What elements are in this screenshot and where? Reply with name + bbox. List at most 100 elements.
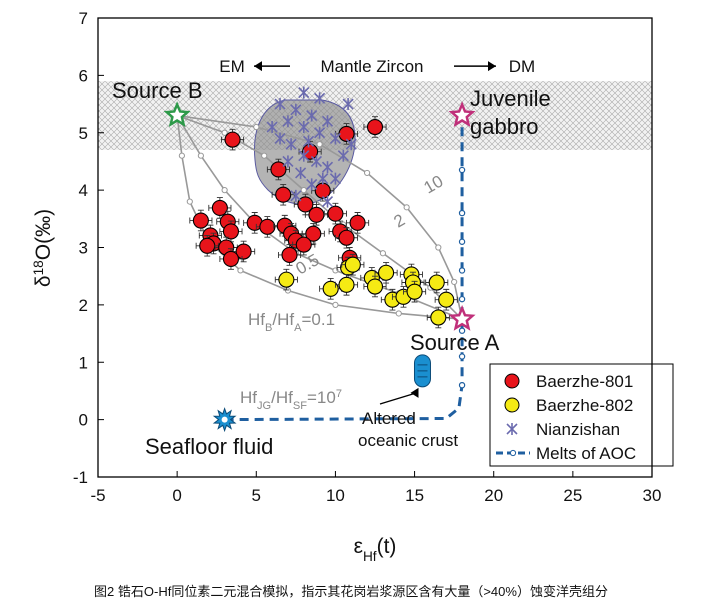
x-tick-label: 30 xyxy=(643,486,662,505)
x-tick-label: 20 xyxy=(484,486,503,505)
nianzishan-point xyxy=(282,115,294,128)
sample-point xyxy=(199,237,216,254)
ratio-label: HfJG/HfSF=107 xyxy=(240,388,342,412)
source-label: gabbro xyxy=(470,114,539,139)
pointer xyxy=(379,392,417,405)
legend-label: Nianzishan xyxy=(536,420,620,439)
mixing-label-part: A xyxy=(294,322,302,334)
mixing-point xyxy=(435,244,442,251)
x-tick-label: 0 xyxy=(172,486,181,505)
sample-point xyxy=(278,271,295,288)
sample-point xyxy=(349,214,366,231)
y-tick-label: 3 xyxy=(79,239,88,258)
nianzishan-point xyxy=(290,189,302,202)
sample-point xyxy=(308,206,325,223)
y-axis-label-part: δ xyxy=(32,275,55,287)
aoc-melt-point xyxy=(458,295,466,303)
sample-point xyxy=(305,225,322,242)
pointer-head xyxy=(410,387,419,398)
y-tick-label: 1 xyxy=(79,353,88,372)
y-axis-label-part: O(‰) xyxy=(32,209,55,260)
y-tick-label: -1 xyxy=(73,468,88,487)
sample-point xyxy=(327,205,344,222)
source-label: Juvenile xyxy=(470,86,551,111)
x-axis-label-part: (t) xyxy=(377,535,397,558)
band-label: Mantle Zircon xyxy=(321,57,424,76)
nianzishan-point xyxy=(329,132,341,145)
nianzishan-point xyxy=(314,126,326,139)
mixing-point xyxy=(451,278,458,286)
legend-marker xyxy=(504,397,520,413)
ratio-label-part: JG xyxy=(257,400,271,412)
legend-label: Melts of AOC xyxy=(536,444,636,463)
source-marker xyxy=(448,101,476,128)
aoc-melt-point xyxy=(458,327,466,334)
caption: 图2 锆石O-Hf同位素二元混合模拟，指示其花岗岩浆源区含有大量（>40%）蚀变… xyxy=(94,584,608,599)
aoc-melt-point xyxy=(458,382,466,389)
plot-frame xyxy=(97,17,653,478)
mixing-point xyxy=(300,187,307,194)
y-axis-label-part: 18 xyxy=(31,260,46,275)
mixing-point xyxy=(332,301,339,308)
nianzishan-point xyxy=(295,166,307,179)
mixing-point xyxy=(253,123,260,131)
nianzishan-point xyxy=(321,161,334,174)
nianzishan-point xyxy=(329,172,341,185)
source-label: Source A xyxy=(410,330,500,355)
legend-label: Baerzhe-802 xyxy=(536,396,633,415)
x-axis-label-part: Hf xyxy=(363,549,377,564)
mixing-label-part: =0.1 xyxy=(301,310,335,329)
source-marker xyxy=(448,304,476,331)
x-tick-label: 5 xyxy=(252,486,261,505)
mixing-point xyxy=(395,310,402,317)
sample-point xyxy=(378,264,395,281)
sample-point xyxy=(224,131,241,148)
mixing-point xyxy=(221,129,228,136)
nianzishan-point xyxy=(314,92,326,105)
sample-point xyxy=(211,199,228,216)
band-right: DM xyxy=(509,57,535,76)
x-tick-label: 15 xyxy=(405,486,424,505)
nianzishan-point xyxy=(306,109,318,122)
mixing-curve xyxy=(177,114,463,320)
nianzishan-point xyxy=(298,149,310,162)
sample-point xyxy=(302,143,319,160)
mixing-label: 2 xyxy=(391,210,409,231)
nianzishan-point xyxy=(274,132,286,145)
mixing-point xyxy=(379,250,387,257)
nianzishan-point xyxy=(298,121,310,134)
nianzishan-point xyxy=(342,98,354,111)
ratio-label-part: Hf xyxy=(240,388,257,407)
mixing-point xyxy=(197,152,204,159)
y-tick-label: 6 xyxy=(79,66,88,85)
aoc-melt-point xyxy=(458,267,466,274)
nianzishan-point xyxy=(317,172,329,185)
arrow-head xyxy=(254,61,262,72)
ratio-label-part: SF xyxy=(293,400,307,412)
mixing-label-part: /Hf xyxy=(272,310,294,329)
mixing-point xyxy=(403,204,410,211)
mixing-point xyxy=(186,198,193,205)
sample-point xyxy=(428,274,445,291)
source-label: Source B xyxy=(112,78,203,103)
aoc-melt-point xyxy=(458,353,466,360)
ratio-label-part: 7 xyxy=(336,388,342,400)
x-tick-label: -5 xyxy=(90,486,105,505)
nianzishan-point xyxy=(274,98,286,111)
ratio-label-part: =10 xyxy=(307,388,336,407)
sample-point xyxy=(338,276,355,293)
y-axis-label: δ18O(‰) xyxy=(31,209,56,287)
y-tick-label: 0 xyxy=(79,411,88,430)
plot-layer: EM Mantle Zircon DM -5 0 5 10 15 20 25 30 -1 0 1 2 3 4 5 6… xyxy=(31,9,674,564)
source-label: Seafloor fluid xyxy=(145,434,273,459)
sample-point xyxy=(366,278,384,295)
nianzishan-point xyxy=(298,86,310,99)
legend-marker xyxy=(504,373,520,389)
aoc-melt-point xyxy=(458,166,466,174)
sample-point xyxy=(235,243,252,260)
sample-point xyxy=(259,218,276,235)
sample-point xyxy=(406,283,423,300)
y-tick-label: 4 xyxy=(79,181,88,200)
x-tick-label: 25 xyxy=(563,486,582,505)
